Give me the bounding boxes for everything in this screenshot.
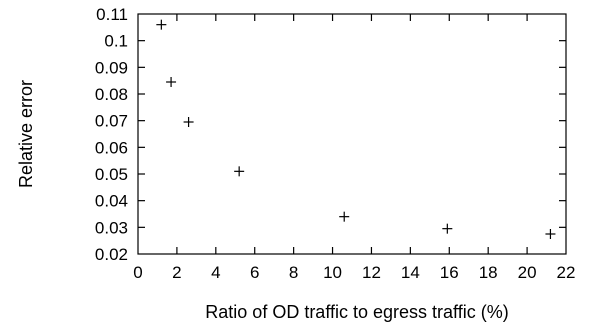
data-point <box>339 211 350 222</box>
data-point <box>156 19 167 30</box>
y-tick-label: 0.11 <box>96 5 128 24</box>
y-tick-label: 0.02 <box>95 245 128 264</box>
y-tick-label: 0.07 <box>95 112 128 131</box>
y-tick-label: 0.09 <box>95 58 128 77</box>
x-tick-label: 18 <box>479 263 498 282</box>
x-tick-label: 0 <box>133 263 142 282</box>
x-tick-label: 8 <box>289 263 298 282</box>
x-axis: 0 2 4 6 8 10 12 14 16 18 20 22 <box>133 14 575 282</box>
y-tick-label: 0.05 <box>95 165 128 184</box>
x-tick-label: 22 <box>557 263 576 282</box>
x-tick-label: 16 <box>440 263 459 282</box>
y-tick-label: 0.04 <box>95 192 128 211</box>
data-point <box>183 117 194 127</box>
y-tick-label: 0.08 <box>95 85 128 104</box>
x-tick-label: 10 <box>323 263 342 282</box>
plot-frame <box>137 13 567 255</box>
y-axis: 0.02 0.03 0.04 0.05 0.06 0.07 0.08 0.09 0.1 0.11 <box>95 5 566 264</box>
data-point <box>442 223 453 234</box>
data-point <box>234 166 245 177</box>
data-point <box>545 229 556 239</box>
y-axis-label: Relative error <box>16 80 36 188</box>
y-tick-label: 0.1 <box>104 32 128 51</box>
y-tick-label: 0.03 <box>95 218 128 237</box>
y-tick-label: 0.06 <box>95 138 128 157</box>
data-points <box>156 19 556 239</box>
x-tick-label: 20 <box>518 263 537 282</box>
x-tick-label: 14 <box>401 263 420 282</box>
x-tick-label: 4 <box>211 263 220 282</box>
x-tick-label: 6 <box>250 263 259 282</box>
x-axis-label: Ratio of OD traffic to egress traffic (%… <box>205 302 508 322</box>
data-point <box>166 77 177 87</box>
x-tick-label: 12 <box>362 263 381 282</box>
plot-area: 0 2 4 6 8 10 12 14 16 18 20 22 0.02 0.03 0.04 0.05 0.06… <box>95 5 576 282</box>
x-tick-label: 2 <box>172 263 181 282</box>
